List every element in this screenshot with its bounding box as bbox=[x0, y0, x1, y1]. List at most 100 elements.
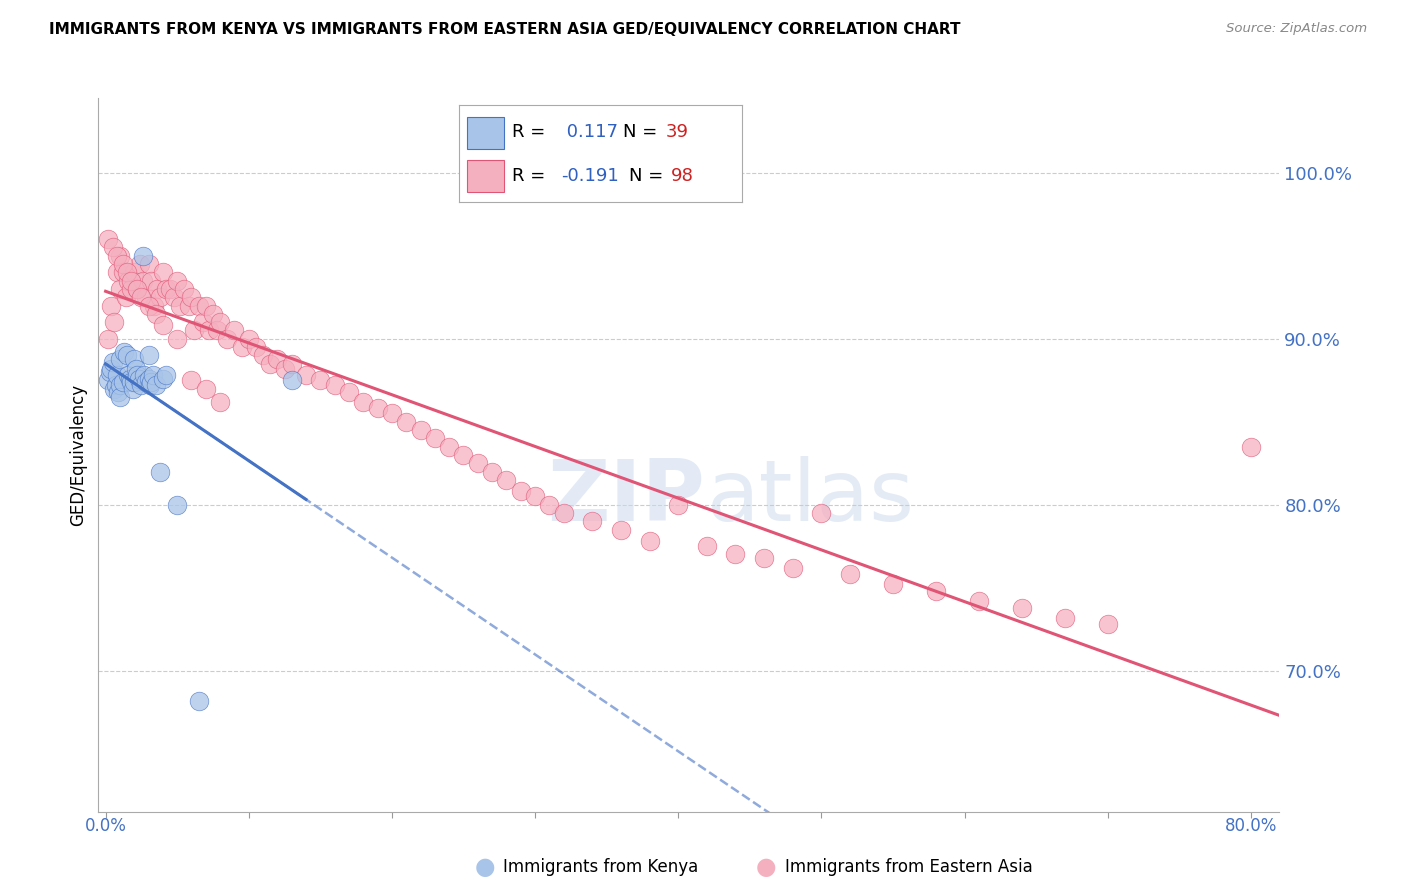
Point bbox=[409, 423, 432, 437]
Point bbox=[149, 290, 172, 304]
Point bbox=[107, 384, 129, 399]
Point bbox=[121, 382, 143, 396]
Point bbox=[155, 282, 177, 296]
Point bbox=[100, 299, 122, 313]
Point bbox=[98, 365, 121, 379]
Point bbox=[245, 340, 267, 354]
Point bbox=[138, 257, 160, 271]
Point bbox=[187, 299, 209, 313]
Y-axis label: GED/Equivalency: GED/Equivalency bbox=[69, 384, 87, 526]
Point bbox=[138, 371, 160, 385]
Point bbox=[467, 456, 489, 470]
Point bbox=[104, 378, 127, 392]
Point bbox=[120, 274, 142, 288]
Text: 80.0%: 80.0% bbox=[1225, 817, 1277, 835]
Text: ●: ● bbox=[475, 855, 495, 879]
Text: atlas: atlas bbox=[707, 456, 915, 540]
Point bbox=[201, 307, 224, 321]
Point bbox=[101, 240, 124, 254]
Point bbox=[224, 323, 246, 337]
Point bbox=[238, 332, 260, 346]
Point bbox=[108, 378, 131, 392]
Point bbox=[323, 378, 346, 392]
Point bbox=[782, 561, 804, 575]
Point bbox=[115, 265, 138, 279]
Point bbox=[553, 506, 575, 520]
Point bbox=[280, 373, 302, 387]
Point bbox=[146, 282, 169, 296]
Point bbox=[166, 332, 188, 346]
Point bbox=[481, 465, 503, 479]
Point bbox=[118, 371, 141, 385]
Point bbox=[925, 584, 948, 599]
Point bbox=[295, 368, 318, 383]
Point bbox=[128, 371, 150, 385]
Point bbox=[180, 373, 202, 387]
Point bbox=[138, 299, 160, 313]
Point bbox=[194, 382, 217, 396]
Point bbox=[97, 373, 120, 387]
Text: IMMIGRANTS FROM KENYA VS IMMIGRANTS FROM EASTERN ASIA GED/EQUIVALENCY CORRELATIO: IMMIGRANTS FROM KENYA VS IMMIGRANTS FROM… bbox=[49, 22, 960, 37]
Point bbox=[122, 265, 145, 279]
Point bbox=[120, 282, 142, 296]
Point bbox=[105, 249, 128, 263]
Point bbox=[152, 265, 174, 279]
Point bbox=[280, 357, 302, 371]
Point bbox=[495, 473, 517, 487]
Point bbox=[187, 693, 209, 707]
Point bbox=[97, 332, 120, 346]
Point bbox=[105, 265, 128, 279]
Point bbox=[666, 498, 689, 512]
Point bbox=[266, 351, 288, 366]
Point bbox=[111, 257, 134, 271]
Point bbox=[1240, 440, 1263, 454]
Point bbox=[197, 323, 219, 337]
Point bbox=[111, 375, 134, 389]
Point bbox=[149, 465, 172, 479]
Point bbox=[125, 282, 148, 296]
Point bbox=[117, 274, 139, 288]
Text: Immigrants from Eastern Asia: Immigrants from Eastern Asia bbox=[785, 858, 1032, 876]
Point bbox=[135, 375, 157, 389]
Point bbox=[191, 315, 214, 329]
Point bbox=[509, 484, 531, 499]
Point bbox=[134, 368, 156, 383]
Point bbox=[101, 355, 124, 369]
Point bbox=[581, 514, 603, 528]
Point bbox=[231, 340, 253, 354]
Point bbox=[131, 290, 153, 304]
Point bbox=[166, 274, 188, 288]
Point bbox=[1053, 610, 1076, 624]
Point bbox=[132, 249, 155, 263]
Point bbox=[152, 318, 174, 333]
Point bbox=[177, 299, 200, 313]
Point bbox=[138, 348, 160, 362]
Point bbox=[114, 290, 136, 304]
Point bbox=[352, 394, 374, 409]
Point bbox=[810, 506, 832, 520]
Point bbox=[180, 290, 202, 304]
Point bbox=[207, 323, 229, 337]
Point bbox=[105, 368, 128, 383]
Point bbox=[967, 594, 990, 608]
Point bbox=[610, 523, 633, 537]
Point bbox=[252, 348, 274, 362]
Point bbox=[839, 567, 862, 582]
Point bbox=[217, 332, 239, 346]
Point bbox=[381, 406, 404, 420]
Point bbox=[1011, 600, 1033, 615]
Point bbox=[108, 351, 131, 366]
Point bbox=[120, 375, 142, 389]
Point bbox=[152, 371, 174, 385]
Point bbox=[112, 345, 135, 359]
Point bbox=[173, 282, 195, 296]
Point bbox=[129, 257, 152, 271]
Point bbox=[142, 368, 165, 383]
Point bbox=[453, 448, 475, 462]
Point bbox=[724, 548, 747, 562]
Point bbox=[139, 378, 162, 392]
Point bbox=[183, 323, 205, 337]
Point bbox=[141, 274, 163, 288]
Point bbox=[131, 378, 153, 392]
Point bbox=[124, 361, 146, 376]
